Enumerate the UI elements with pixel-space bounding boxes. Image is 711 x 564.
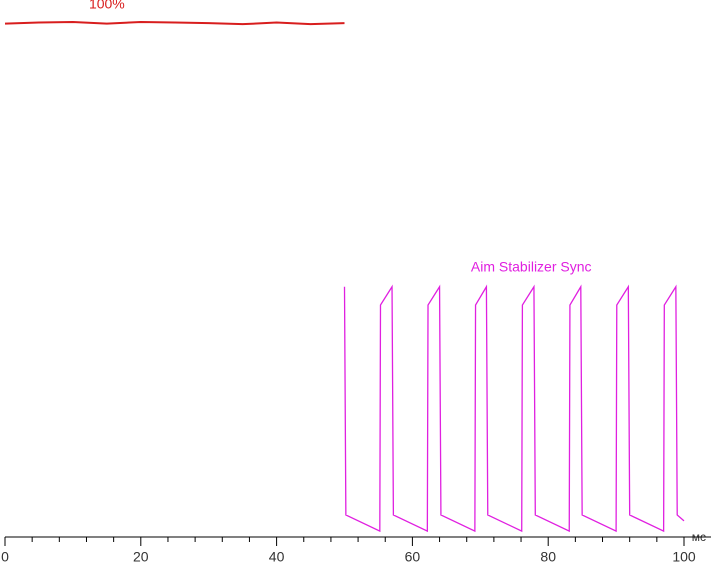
x-tick-label: 60 — [405, 549, 421, 564]
series-label: Aim Stabilizer Sync — [471, 258, 592, 274]
series-label: 100% — [89, 0, 125, 12]
x-tick-label: 20 — [133, 549, 149, 564]
x-tick-label: 100 — [672, 549, 696, 564]
series-line — [343, 284, 685, 533]
series-line — [4, 21, 345, 26]
x-tick-label: 80 — [540, 549, 556, 564]
x-tick-label: 40 — [269, 549, 285, 564]
x-tick-label: 0 — [1, 549, 9, 564]
